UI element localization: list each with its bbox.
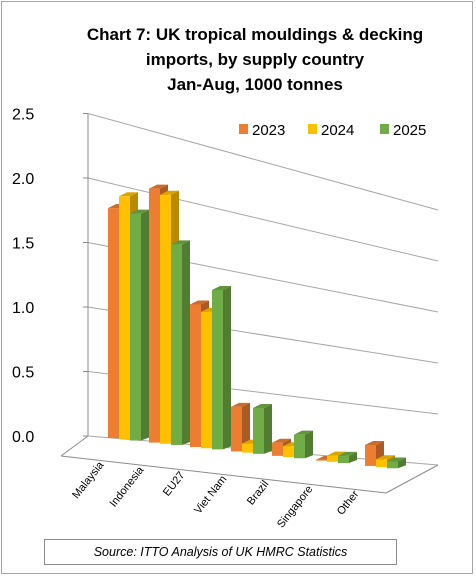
legend: 2023 2024 2025 xyxy=(239,122,426,139)
bar-top xyxy=(253,403,272,408)
bar-top xyxy=(272,438,291,443)
gridline xyxy=(87,113,439,211)
bar-top xyxy=(365,441,384,446)
bar-side xyxy=(242,402,250,452)
bar-front xyxy=(242,443,253,453)
bar-front xyxy=(327,455,338,462)
bar-front xyxy=(231,406,242,452)
legend-label-2024: 2024 xyxy=(321,122,354,139)
bar-side xyxy=(182,240,190,445)
y-axis-ticks: 0.0 0.5 1.0 1.5 2.0 2.5 xyxy=(12,107,88,446)
bar-side xyxy=(264,403,272,454)
x-tick-label: Brazil xyxy=(245,478,271,507)
x-tick-label: Viet Nam xyxy=(192,473,229,516)
bar-front xyxy=(190,304,201,448)
bar-front xyxy=(201,311,212,449)
y-tick-label: 2.5 xyxy=(12,107,34,124)
y-tick-label: 1.0 xyxy=(12,300,34,317)
title-line-3: Jan-Aug, 1000 tonnes xyxy=(167,75,343,94)
bar-front xyxy=(272,442,283,456)
y-tick-label: 2.0 xyxy=(12,171,34,188)
floor-left-edge xyxy=(60,435,89,457)
bar-side xyxy=(305,430,313,459)
bar-front xyxy=(212,289,223,450)
bar-top xyxy=(119,192,138,197)
bar-front xyxy=(376,459,387,468)
legend-swatch-2025 xyxy=(380,124,389,134)
bar-top xyxy=(387,457,406,462)
bar-front xyxy=(108,208,119,439)
bar-front xyxy=(149,188,160,443)
bar-side xyxy=(398,457,406,469)
bar-front xyxy=(283,446,294,458)
bar-top xyxy=(376,455,395,460)
bar-front xyxy=(294,434,305,459)
x-tick-label: Other xyxy=(335,488,362,517)
legend-label-2023: 2023 xyxy=(252,122,285,139)
bar-top xyxy=(212,285,231,290)
bar-side xyxy=(223,285,231,450)
bars xyxy=(108,184,406,469)
legend-label-2025: 2025 xyxy=(393,122,426,139)
source-note: Source: ITTO Analysis of UK HMRC Statist… xyxy=(44,539,397,565)
x-tick-label: Indonesia xyxy=(108,464,147,510)
bar-front xyxy=(387,461,398,469)
title-line-1: Chart 7: UK tropical mouldings & decking xyxy=(87,25,423,44)
legend-swatch-2023 xyxy=(239,124,248,134)
chart-title: Chart 7: UK tropical mouldings & decking… xyxy=(87,25,423,94)
bar-top xyxy=(160,190,179,195)
x-tick-label: Malaysia xyxy=(70,459,107,501)
axes xyxy=(60,113,439,494)
bar-front xyxy=(338,455,349,463)
floor-right-edge xyxy=(385,464,439,494)
bar-top xyxy=(294,430,313,435)
bar-front xyxy=(130,213,141,441)
bar-top xyxy=(190,300,209,305)
bar-top xyxy=(171,240,190,245)
y-tick-label: 1.5 xyxy=(12,236,34,253)
bar-top xyxy=(338,451,357,456)
bar-top xyxy=(231,402,250,407)
bar-singapore-2025 xyxy=(338,451,357,463)
bar-front xyxy=(160,194,171,444)
x-tick-label: EU27 xyxy=(161,469,187,498)
y-tick-label: 0.5 xyxy=(12,365,34,382)
legend-swatch-2024 xyxy=(308,124,317,134)
y-tick-label: 0.0 xyxy=(12,429,34,446)
x-axis-labels: Malaysia Indonesia EU27 Viet Nam Brazil Singa… xyxy=(70,459,361,531)
bar-brazil-2025 xyxy=(294,430,313,459)
bar-front xyxy=(253,407,264,454)
title-line-2: imports, by supply country xyxy=(146,50,365,69)
bar-front xyxy=(316,459,327,461)
bar-top xyxy=(327,451,346,456)
bar-top xyxy=(130,209,149,214)
x-tick-label: Singapore xyxy=(275,483,315,530)
bar-eu27-2025 xyxy=(212,285,231,450)
bar-malaysia-2025 xyxy=(130,209,149,441)
bar-top xyxy=(149,184,168,189)
bar-indonesia-2025 xyxy=(171,240,190,445)
bar-viet-nam-2025 xyxy=(253,403,272,454)
x-axis-line xyxy=(60,455,387,494)
bar-other-2025 xyxy=(387,457,406,469)
bar-front xyxy=(119,196,130,440)
bar-side xyxy=(141,209,149,441)
bar-viet-nam-2023 xyxy=(231,402,250,452)
bar-front xyxy=(171,244,182,445)
bar-side xyxy=(349,451,357,463)
bar-front xyxy=(365,445,376,466)
gridline xyxy=(87,177,439,262)
